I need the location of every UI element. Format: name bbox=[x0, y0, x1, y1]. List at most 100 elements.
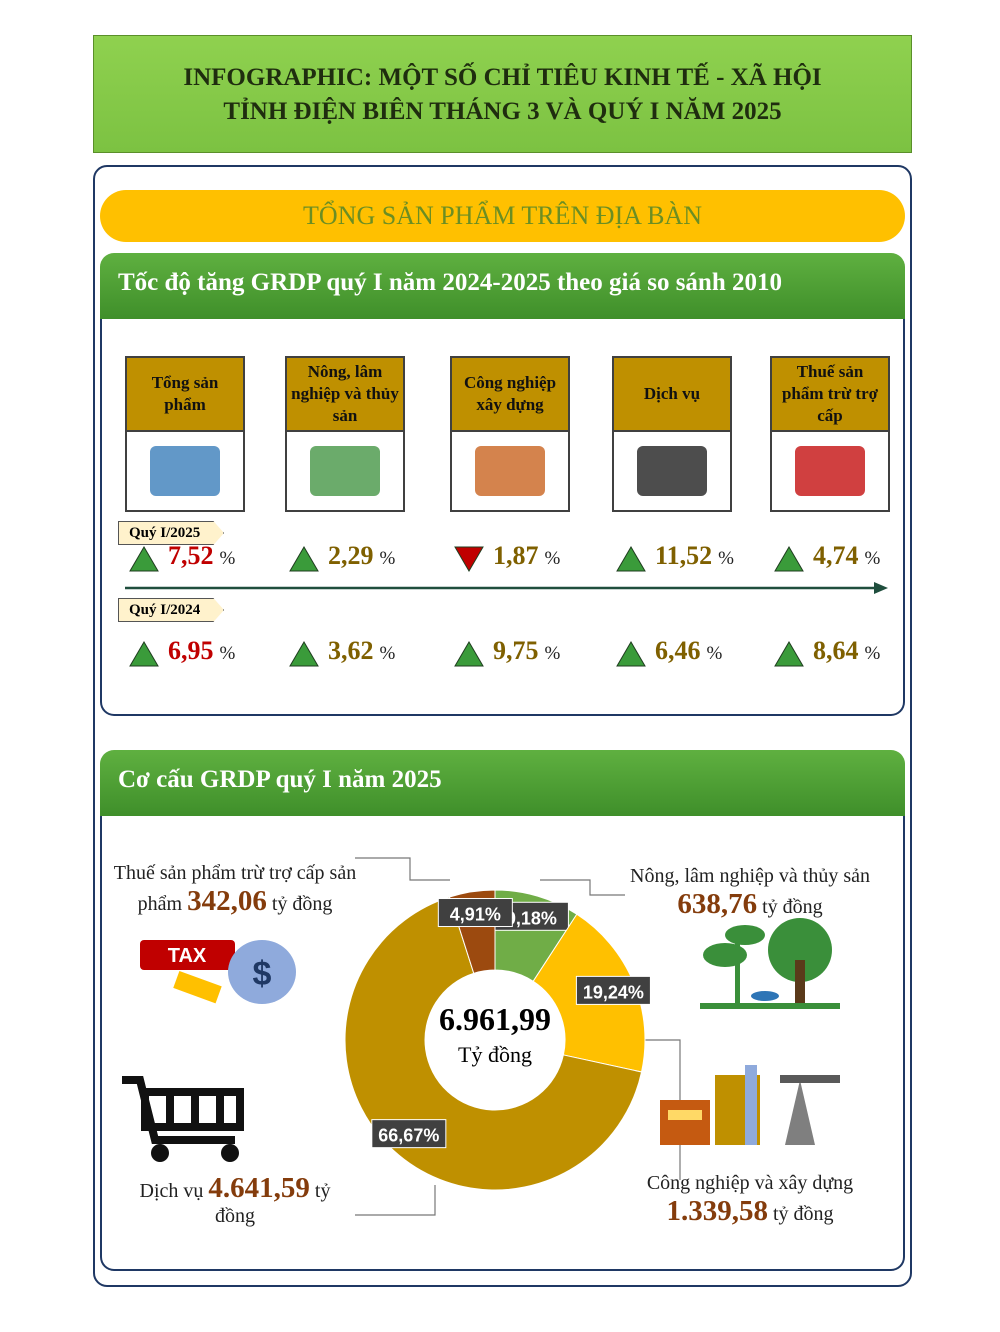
unit: % bbox=[864, 643, 881, 664]
unit: tỷ đồng bbox=[271, 893, 333, 915]
unit: tỷ đồng bbox=[772, 1203, 834, 1225]
sector-label: Thuế sản phẩm trừ trợ cấp sản phẩm 342,0… bbox=[110, 862, 360, 918]
panel bbox=[93, 165, 912, 1287]
value: 7,52 bbox=[168, 541, 214, 570]
growth-value: 1,87% bbox=[493, 541, 560, 571]
trend-arrow bbox=[774, 546, 804, 572]
unit: % bbox=[219, 643, 236, 664]
label-box bbox=[371, 1119, 447, 1149]
sector-name: Thuế sản phẩm trừ trợ cấp sản phẩm bbox=[113, 862, 357, 915]
title: INFOGRAPHIC: MỘT SỐ CHỈ TIÊU KINH TẾ - X… bbox=[183, 64, 822, 91]
sector-name: Công nghiệp và xây dựng bbox=[646, 1172, 854, 1194]
sector-icon bbox=[150, 446, 220, 496]
sector-card: Công nghiệp xây dựng bbox=[450, 356, 570, 512]
sector-label: Công nghiệp và xây dựng 1.339,58 tỷ đồng bbox=[635, 1172, 865, 1228]
sector-amount: 4.641,59 bbox=[208, 1172, 310, 1204]
sector-icon bbox=[637, 446, 707, 496]
trend-arrow bbox=[129, 546, 159, 572]
section-title: TỔNG SẢN PHẨM TRÊN ĐỊA BÀN bbox=[100, 190, 905, 242]
sector-icon bbox=[310, 446, 380, 496]
sector-name: Dịch vụ bbox=[614, 358, 730, 432]
slice-label: 66,67% bbox=[378, 1126, 439, 1146]
center-unit: Tỷ đồng bbox=[458, 1042, 532, 1067]
value: 4,74 bbox=[813, 541, 859, 570]
sector-icon bbox=[475, 446, 545, 496]
arrow-head bbox=[874, 582, 888, 594]
sector-amount: 342,06 bbox=[187, 885, 267, 917]
unit: % bbox=[864, 548, 881, 569]
sector-card: Thuế sản phẩm trừ trợ cấp bbox=[770, 356, 890, 512]
sector-name: Nông, lâm nghiệp và thủy sản bbox=[630, 865, 870, 887]
sector-card: Tổng sản phẩm bbox=[125, 356, 245, 512]
growth-value: 6,46% bbox=[655, 636, 722, 666]
svg-text:$: $ bbox=[253, 955, 272, 993]
sector-card: Dịch vụ bbox=[612, 356, 732, 512]
period-tag: Quý I/2024 bbox=[118, 598, 224, 622]
unit: tỷ đồng bbox=[762, 896, 823, 918]
unit: % bbox=[544, 643, 561, 664]
sector-label: Nông, lâm nghiệp và thủy sản 638,76 tỷ đ… bbox=[630, 865, 870, 921]
growth-value: 2,29% bbox=[328, 541, 395, 571]
period-tag: Quý I/2025 bbox=[118, 521, 224, 545]
value: 2,29 bbox=[328, 541, 374, 570]
sector-card: Nông, lâm nghiệp và thủy sản bbox=[285, 356, 405, 512]
sector-amount: 1.339,58 bbox=[666, 1195, 768, 1227]
trend-arrow bbox=[454, 641, 484, 667]
growth-value: 7,52% bbox=[168, 541, 235, 571]
growth-value: 9,75% bbox=[493, 636, 560, 666]
trend-arrow bbox=[454, 546, 484, 572]
center-value: 6.961,99 bbox=[439, 1001, 551, 1037]
unit: % bbox=[219, 548, 236, 569]
slice-label: 9,18% bbox=[506, 908, 557, 928]
trend-arrow bbox=[616, 641, 646, 667]
trend-arrow bbox=[289, 546, 319, 572]
sector-icon bbox=[795, 446, 865, 496]
sector-name: Tổng sản phẩm bbox=[127, 358, 243, 432]
unit: % bbox=[379, 548, 396, 569]
label-box bbox=[575, 975, 651, 1005]
value: 3,62 bbox=[328, 636, 374, 665]
sector-name: Nông, lâm nghiệp và thủy sản bbox=[287, 358, 403, 432]
growth-value: 3,62% bbox=[328, 636, 395, 666]
growth-title: Tốc độ tăng GRDP quý I năm 2024-2025 the… bbox=[100, 253, 905, 319]
donut: 9,18% 19,24% 66,67% 4,91% bbox=[344, 889, 651, 1191]
title: TỈNH ĐIỆN BIÊN THÁNG 3 VÀ QUÝ I NĂM 2025 bbox=[223, 98, 782, 125]
slice-label: 4,91% bbox=[450, 905, 501, 925]
trend-arrow bbox=[774, 641, 804, 667]
unit: % bbox=[718, 548, 734, 569]
svg-text:TAX: TAX bbox=[168, 945, 207, 967]
unit: % bbox=[379, 643, 396, 664]
growth-value: 8,64% bbox=[813, 636, 880, 666]
value: 1,87 bbox=[493, 541, 539, 570]
tax-icon: TAX $ bbox=[140, 940, 296, 1004]
sector-amount: 638,76 bbox=[677, 888, 758, 920]
growth-value: 6,95% bbox=[168, 636, 235, 666]
trend-arrow bbox=[129, 641, 159, 667]
trend-arrow bbox=[289, 641, 319, 667]
sector-name: Thuế sản phẩm trừ trợ cấp bbox=[772, 358, 888, 432]
header: INFOGRAPHIC: MỘT SỐ CHỈ TIÊU KINH TẾ - X… bbox=[93, 35, 912, 153]
sector-name: Công nghiệp xây dựng bbox=[452, 358, 568, 432]
value: 8,64 bbox=[813, 636, 859, 665]
cart-icon bbox=[122, 1076, 244, 1162]
growth-value: 11,52% bbox=[655, 541, 734, 571]
value: 9,75 bbox=[493, 636, 539, 665]
donut-slice bbox=[344, 896, 643, 1191]
growth-box bbox=[100, 319, 905, 716]
value: 11,52 bbox=[655, 541, 713, 570]
unit: tỷ đồng bbox=[215, 1180, 331, 1227]
slice-label: 19,24% bbox=[583, 982, 644, 1002]
unit: % bbox=[706, 643, 723, 664]
structure-box bbox=[100, 816, 905, 1271]
trend-arrow bbox=[616, 546, 646, 572]
value: 6,95 bbox=[168, 636, 214, 665]
growth-value: 4,74% bbox=[813, 541, 880, 571]
value: 6,46 bbox=[655, 636, 701, 665]
structure-title: Cơ cấu GRDP quý I năm 2025 bbox=[100, 750, 905, 816]
label-box bbox=[437, 898, 513, 928]
unit: % bbox=[544, 548, 561, 569]
sector-label: Dịch vụ 4.641,59 tỷ đồng bbox=[120, 1172, 350, 1228]
nature-icon bbox=[700, 918, 840, 1009]
